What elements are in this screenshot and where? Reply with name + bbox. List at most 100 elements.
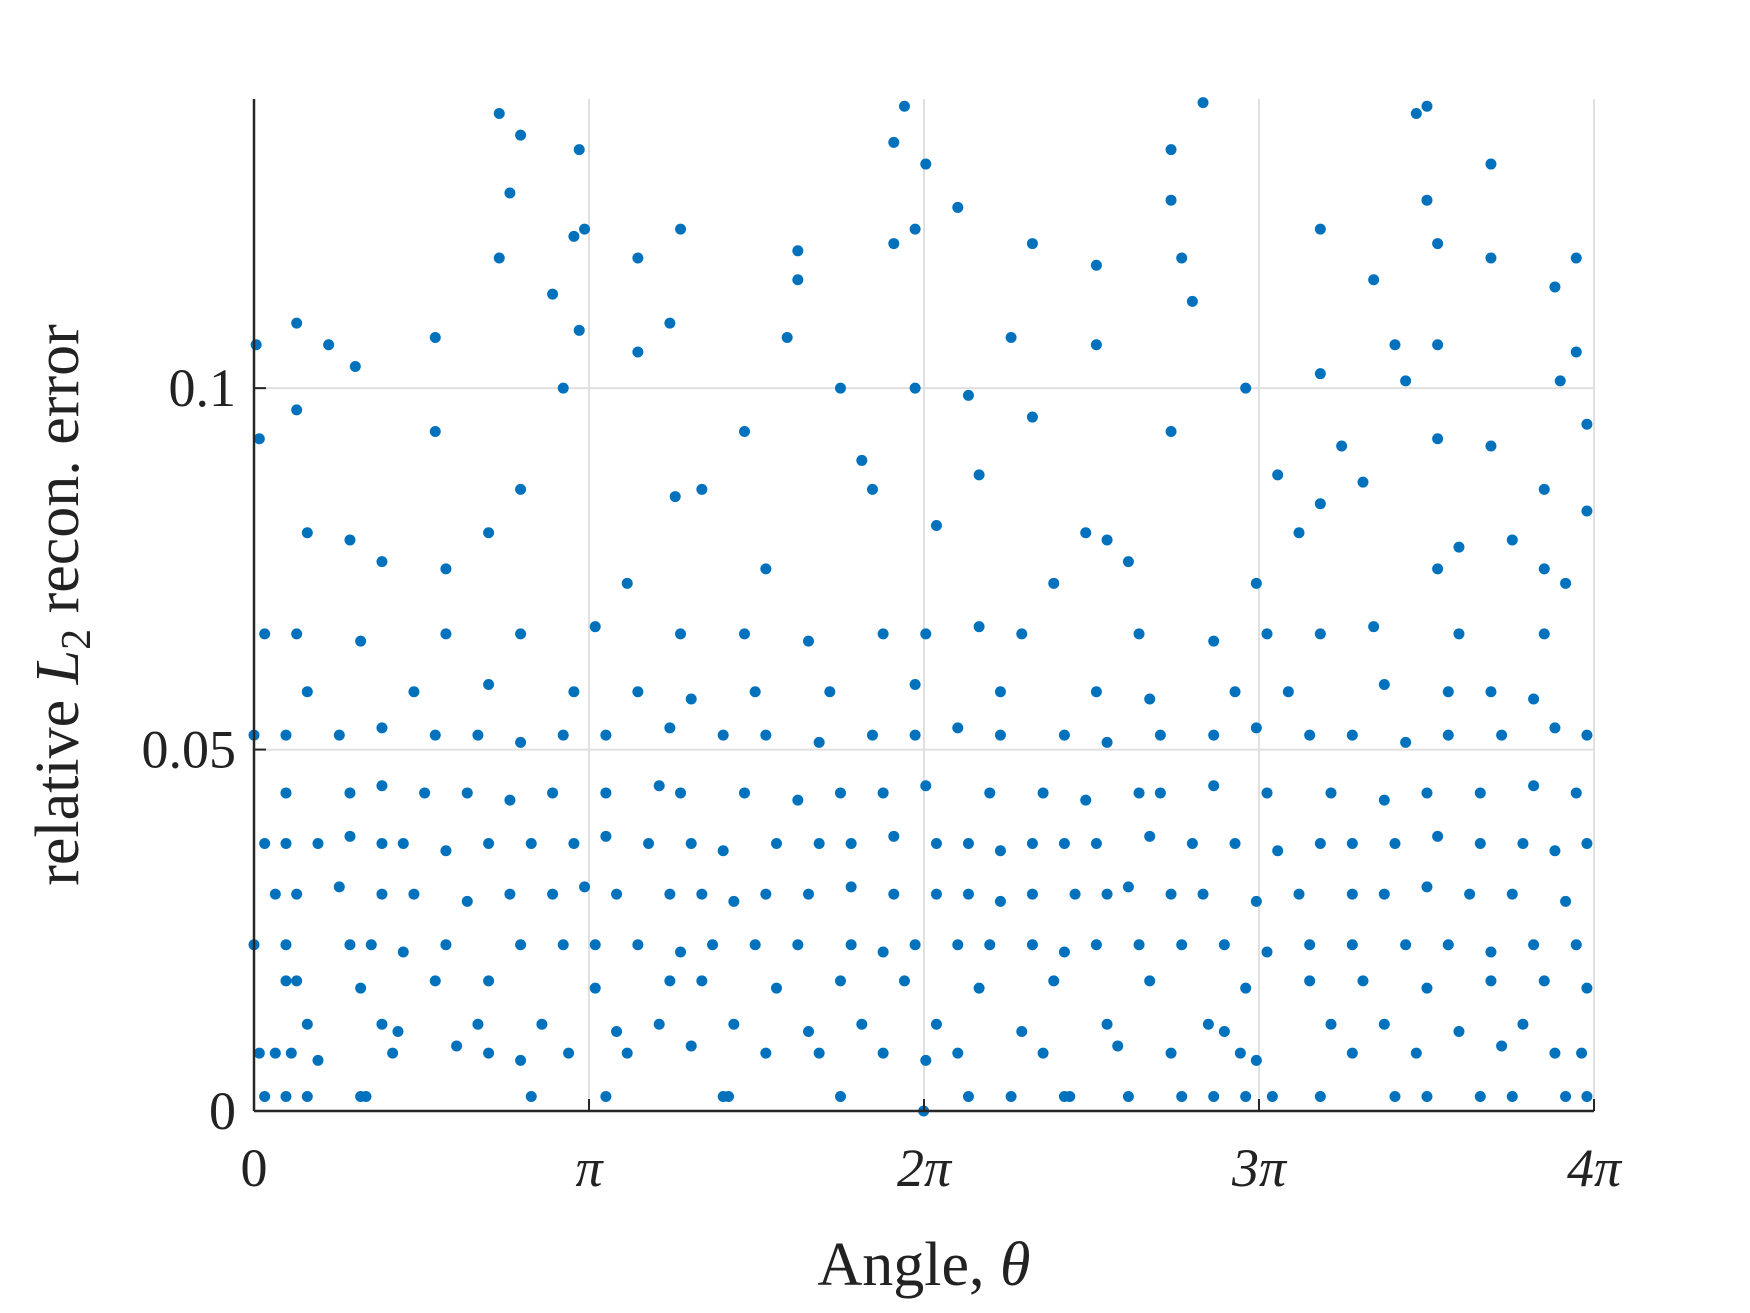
point [930,888,942,900]
point [611,1025,623,1037]
point [1368,274,1380,286]
point [1581,505,1593,517]
point [1378,679,1390,691]
point [1538,563,1550,575]
point [675,628,687,640]
point [557,382,569,394]
point [1496,1040,1508,1052]
point [536,1018,548,1030]
point [1250,1054,1262,1066]
x-tick-label: 3π [1231,1138,1288,1198]
point [1101,736,1113,748]
point [909,729,921,741]
point [1048,975,1060,987]
point [909,939,921,951]
point [1064,1091,1076,1103]
point [376,838,388,850]
x-tick-label: 4π [1567,1138,1623,1198]
point [771,982,783,994]
point [760,563,772,575]
point [589,939,601,951]
point [1421,194,1433,206]
point [1528,939,1540,951]
point [685,838,697,850]
point [1453,628,1465,640]
point [856,1018,868,1030]
point [930,519,942,531]
point [632,346,644,358]
point [387,1047,399,1059]
point [675,787,687,799]
point [483,975,495,987]
point [877,628,889,640]
point [1240,382,1252,394]
point [696,888,708,900]
point [280,838,292,850]
point [547,888,559,900]
point [952,1047,964,1059]
point [1186,838,1198,850]
point [280,975,292,987]
point [312,838,324,850]
point [930,838,942,850]
point [973,982,985,994]
point [792,274,804,286]
point [1266,1091,1278,1103]
point [1058,838,1070,850]
point [1165,194,1177,206]
point [1560,1091,1572,1103]
point [1474,787,1486,799]
point [909,679,921,691]
point [429,975,441,987]
point [1581,729,1593,741]
point [802,635,814,647]
point [355,635,367,647]
point [355,982,367,994]
point [461,787,473,799]
point [1314,368,1326,380]
point [1218,1025,1230,1037]
point [1421,1091,1433,1103]
point [568,686,580,698]
point [952,939,964,951]
point [664,317,676,329]
point [611,888,623,900]
point [675,946,687,958]
point [1101,888,1113,900]
point [1346,888,1358,900]
point [1506,534,1518,546]
point [1197,888,1209,900]
point [1058,946,1070,958]
point [632,939,644,951]
scatter-points [248,97,1593,1117]
point [515,1054,527,1066]
point [834,787,846,799]
point [1090,939,1102,951]
point [1474,838,1486,850]
point [877,946,889,958]
point [653,780,665,792]
y-tick-label: 0 [209,1081,236,1141]
point [749,939,761,951]
point [621,1047,633,1059]
point [1090,686,1102,698]
point [269,1047,281,1059]
point [920,1054,932,1066]
point [1144,830,1156,842]
point [994,895,1006,907]
point [1250,722,1262,734]
point [685,1040,697,1052]
point [440,939,452,951]
point [675,223,687,235]
point [269,888,281,900]
point [813,1047,825,1059]
point [547,787,559,799]
point [301,527,313,539]
point [834,382,846,394]
point [1293,527,1305,539]
point [1101,1018,1113,1030]
point [280,939,292,951]
point [1293,888,1305,900]
point [600,1091,612,1103]
point [1154,787,1166,799]
